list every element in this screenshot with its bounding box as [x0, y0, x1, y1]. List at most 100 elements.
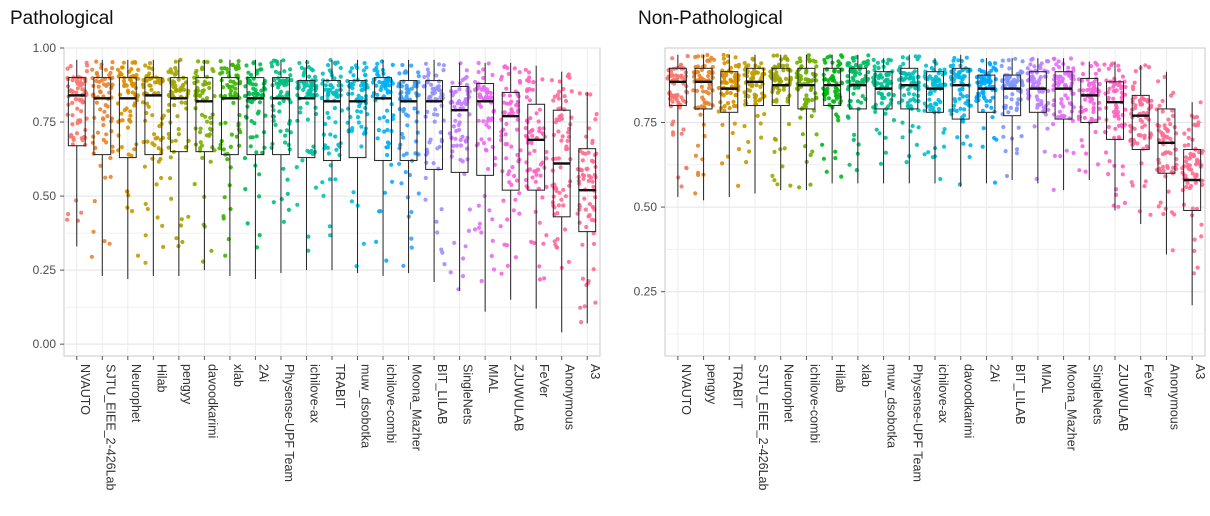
data-point [223, 253, 228, 258]
data-point [808, 182, 813, 187]
data-point [288, 67, 293, 72]
data-point [1195, 265, 1200, 270]
data-point [309, 148, 314, 154]
data-point [980, 144, 985, 149]
data-point [132, 147, 137, 152]
data-point [507, 93, 512, 98]
data-point [1186, 142, 1191, 147]
data-point [391, 113, 396, 118]
data-point [116, 133, 121, 138]
data-point [65, 112, 70, 117]
data-point [323, 83, 328, 88]
data-point [774, 97, 779, 102]
data-point [1030, 74, 1035, 79]
data-point [852, 132, 857, 137]
data-point [300, 158, 305, 163]
data-point [556, 156, 562, 161]
data-point [678, 102, 683, 108]
data-point [874, 127, 879, 132]
data-point [902, 93, 907, 98]
data-point [432, 119, 437, 124]
data-point [485, 118, 490, 124]
data-point [706, 91, 711, 96]
data-point [501, 198, 506, 203]
data-point [222, 195, 227, 200]
data-point [951, 107, 956, 112]
data-point [936, 97, 941, 103]
data-point [1110, 61, 1115, 66]
data-point [538, 173, 543, 178]
data-point [1158, 200, 1163, 205]
data-point [1145, 110, 1150, 116]
data-point [225, 151, 230, 157]
data-point [770, 87, 775, 92]
data-point [325, 110, 330, 116]
data-point [990, 115, 995, 120]
data-point [1102, 62, 1107, 67]
category-label: ichilove-ax [307, 364, 321, 424]
data-point [320, 71, 325, 76]
data-point [404, 94, 409, 99]
data-point [582, 173, 587, 178]
data-point [716, 109, 721, 114]
data-point [476, 118, 481, 123]
data-point [949, 112, 954, 117]
data-point [1120, 172, 1125, 177]
data-point [229, 88, 234, 93]
data-point [1120, 113, 1125, 118]
data-point [325, 93, 330, 98]
data-point [941, 144, 947, 149]
data-point [1186, 127, 1191, 132]
data-point [1057, 109, 1062, 114]
data-point [567, 183, 572, 188]
box-iqr [1157, 108, 1176, 174]
data-point [1163, 206, 1168, 211]
data-point [281, 98, 286, 103]
box-group [89, 59, 115, 277]
data-point [679, 131, 684, 136]
data-point [938, 176, 943, 182]
data-point [462, 171, 467, 177]
data-point [350, 86, 355, 91]
data-point [956, 72, 961, 77]
data-point [1190, 171, 1195, 176]
data-point [186, 214, 191, 219]
data-point [1042, 149, 1047, 154]
data-point [512, 66, 517, 71]
data-point [1059, 97, 1064, 102]
data-point [524, 95, 530, 100]
data-point [489, 95, 495, 101]
data-point [228, 165, 233, 170]
data-point [772, 178, 777, 183]
data-point [422, 74, 427, 80]
box-group [421, 59, 447, 282]
data-point [736, 183, 741, 188]
data-point [397, 161, 402, 166]
data-point [733, 55, 738, 60]
data-point [592, 152, 598, 158]
data-point [566, 130, 571, 135]
data-point [1077, 168, 1082, 173]
data-point [92, 199, 97, 204]
data-point [1088, 99, 1093, 104]
data-point [993, 67, 998, 72]
data-point [1135, 141, 1140, 146]
data-point [101, 116, 106, 121]
data-point [1046, 88, 1051, 93]
data-point [1009, 79, 1015, 84]
data-point [1138, 133, 1143, 138]
category-label: SJTU_EIEE_2-426Lab [103, 364, 117, 491]
data-point [720, 161, 725, 166]
data-point [109, 129, 114, 134]
data-point [403, 170, 408, 175]
box-iqr [272, 77, 290, 156]
data-point [168, 155, 173, 160]
data-point [588, 92, 593, 97]
y-tick-label: 0.75 [634, 115, 658, 129]
data-point [334, 147, 339, 152]
data-point [979, 69, 984, 74]
data-point [788, 183, 793, 188]
data-point [958, 106, 963, 111]
data-point [70, 100, 75, 105]
data-point [1059, 101, 1064, 106]
